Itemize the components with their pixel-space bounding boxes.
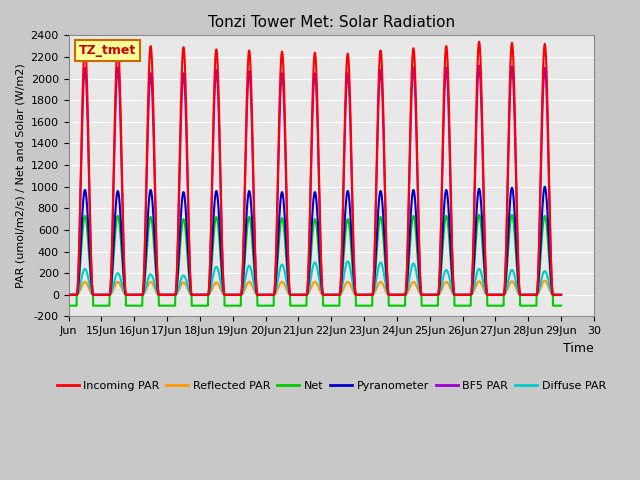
Text: TZ_tmet: TZ_tmet <box>79 44 136 57</box>
X-axis label: Time: Time <box>563 342 594 355</box>
Title: Tonzi Tower Met: Solar Radiation: Tonzi Tower Met: Solar Radiation <box>207 15 455 30</box>
Y-axis label: PAR (umol/m2/s) / Net and Solar (W/m2): PAR (umol/m2/s) / Net and Solar (W/m2) <box>15 63 25 288</box>
Legend: Incoming PAR, Reflected PAR, Net, Pyranometer, BF5 PAR, Diffuse PAR: Incoming PAR, Reflected PAR, Net, Pyrano… <box>52 376 611 395</box>
